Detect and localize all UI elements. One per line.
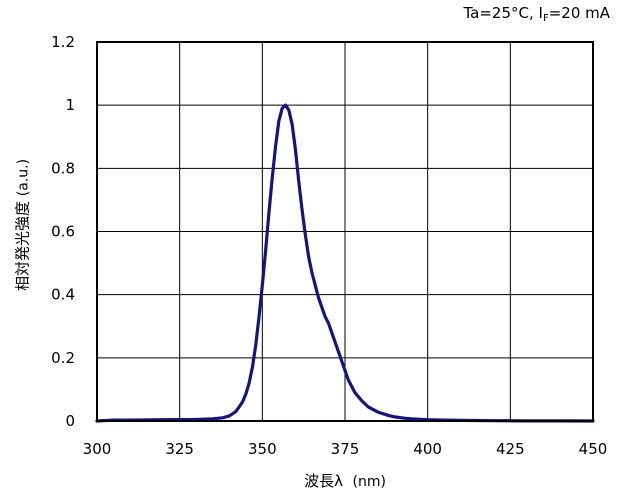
plot-frame — [96, 41, 594, 422]
y-axis-label: 相対発光強度 (a.u.) — [13, 158, 32, 292]
y-tick-label: 0 — [65, 412, 75, 430]
series-line — [95, 103, 595, 423]
y-tick-label: 1 — [65, 96, 75, 114]
measurement-condition: Ta=25°C, IF=20 mA — [463, 4, 610, 24]
grid-lines — [96, 41, 594, 422]
x-tick-label: 325 — [165, 440, 194, 458]
y-tick-label: 0.8 — [51, 159, 75, 177]
y-tick-label: 0.2 — [51, 349, 75, 367]
x-tick-labels: 300 325 350 375 400 425 450 — [83, 440, 608, 458]
x-tick-label: 450 — [579, 440, 608, 458]
x-tick-label: 375 — [331, 440, 360, 458]
x-tick-label: 300 — [83, 440, 112, 458]
x-tick-label: 425 — [496, 440, 525, 458]
x-tick-label: 400 — [413, 440, 442, 458]
y-tick-labels: 0 0.2 0.4 0.6 0.8 1 1.2 — [51, 33, 75, 430]
y-tick-label: 0.4 — [51, 286, 75, 304]
y-tick-label: 0.6 — [51, 223, 75, 241]
y-tick-label: 1.2 — [51, 33, 75, 51]
x-tick-label: 350 — [248, 440, 277, 458]
x-axis-label: 波長λ (nm) — [304, 472, 386, 490]
